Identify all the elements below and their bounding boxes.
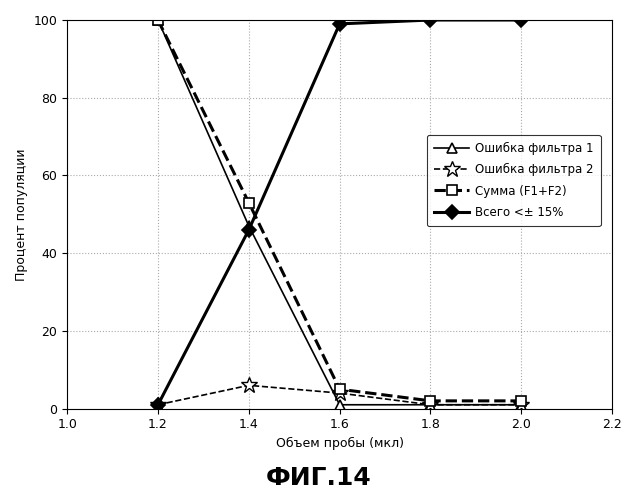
Ошибка фильтра 1 — [336, 402, 343, 408]
X-axis label: Объем пробы (мкл): Объем пробы (мкл) — [276, 437, 404, 450]
Всего <± 15% — [517, 17, 525, 23]
Line: Всего <± 15%: Всего <± 15% — [153, 15, 526, 409]
Ошибка фильтра 2 — [245, 382, 253, 388]
Сумма (F1+F2) — [154, 17, 162, 23]
Сумма (F1+F2) — [517, 398, 525, 404]
Сумма (F1+F2) — [245, 200, 253, 205]
Legend: Ошибка фильтра 1, Ошибка фильтра 2, Сумма (F1+F2), Всего <± 15%: Ошибка фильтра 1, Ошибка фильтра 2, Сумм… — [427, 134, 601, 226]
Всего <± 15% — [336, 21, 343, 27]
Y-axis label: Процент популяции: Процент популяции — [15, 148, 28, 280]
Сумма (F1+F2) — [336, 386, 343, 392]
Всего <± 15% — [154, 402, 162, 408]
Всего <± 15% — [245, 227, 253, 233]
Line: Ошибка фильтра 1: Ошибка фильтра 1 — [153, 15, 526, 409]
Ошибка фильтра 1 — [427, 402, 434, 408]
Line: Сумма (F1+F2): Сумма (F1+F2) — [153, 15, 526, 406]
Сумма (F1+F2) — [427, 398, 434, 404]
Ошибка фильтра 2 — [154, 402, 162, 408]
Ошибка фильтра 1 — [517, 402, 525, 408]
Ошибка фильтра 1 — [245, 223, 253, 229]
Ошибка фильтра 2 — [336, 390, 343, 396]
Ошибка фильтра 2 — [427, 402, 434, 408]
Line: Ошибка фильтра 2: Ошибка фильтра 2 — [150, 377, 529, 413]
Всего <± 15% — [427, 17, 434, 23]
Text: ФИГ.14: ФИГ.14 — [266, 466, 371, 490]
Ошибка фильтра 2 — [517, 402, 525, 408]
Ошибка фильтра 1 — [154, 17, 162, 23]
